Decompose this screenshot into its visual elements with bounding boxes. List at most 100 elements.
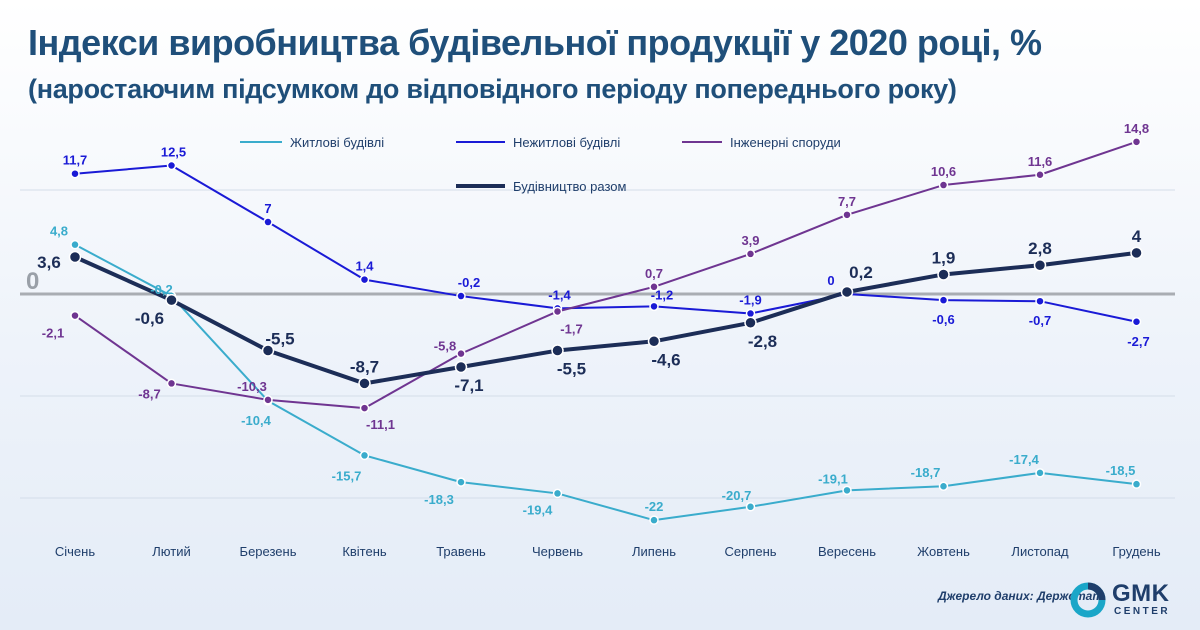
data-point (70, 168, 80, 179)
data-point (1130, 246, 1143, 260)
legend-label: Будівництво разом (513, 179, 626, 194)
logo-text: GMK (1112, 580, 1170, 607)
data-point (842, 485, 852, 496)
data-label: 3,9 (741, 233, 759, 248)
x-tick-label: Березень (240, 544, 297, 559)
data-point (1131, 317, 1142, 327)
data-label: -0,6 (135, 309, 164, 328)
data-label: -1,9 (739, 293, 761, 308)
data-label: 7 (264, 201, 271, 216)
chart-title: Індекси виробництва будівельної продукці… (28, 22, 1042, 63)
data-label: -15,7 (332, 468, 362, 483)
data-label: 2,8 (1028, 239, 1052, 258)
data-point (456, 291, 466, 301)
data-label: -1,4 (548, 287, 571, 302)
data-point (552, 306, 563, 317)
data-point (359, 274, 370, 285)
data-label: -11,1 (366, 417, 395, 432)
logo-ring-icon (1070, 582, 1106, 618)
data-label: -0,7 (1029, 313, 1051, 328)
data-point (359, 403, 370, 413)
x-tick-label: Липень (632, 544, 676, 559)
data-label: -4,6 (651, 350, 680, 369)
data-point (937, 268, 950, 281)
data-point (745, 249, 756, 259)
series-line (74, 164, 1138, 323)
data-label: -22 (645, 499, 664, 514)
data-point (456, 348, 466, 359)
data-label: -0,2 (150, 282, 172, 297)
data-point (842, 210, 852, 220)
data-label: 11,6 (1028, 154, 1053, 169)
data-label: -8,7 (138, 386, 160, 401)
data-label: -10,3 (237, 379, 267, 394)
data-label: -18,5 (1106, 463, 1136, 478)
series-line (74, 140, 1138, 410)
data-point (649, 515, 659, 525)
x-tick-label: Вересень (818, 544, 876, 559)
data-label: 1,4 (355, 259, 374, 274)
data-label: -19,4 (523, 502, 553, 517)
data-label: -18,7 (911, 465, 941, 480)
data-label: -1,7 (560, 321, 582, 336)
data-point (551, 344, 564, 357)
data-point (745, 502, 756, 512)
x-tick-label: Червень (532, 544, 583, 559)
data-label: -5,5 (557, 360, 586, 379)
data-point (263, 395, 273, 405)
x-tick-label: Серпень (724, 544, 776, 559)
x-tick-label: Січень (55, 544, 95, 559)
x-tick-label: Жовтень (917, 544, 970, 559)
data-label: 11,7 (63, 153, 88, 168)
logo-subtext: CENTER (1114, 606, 1171, 617)
data-label: 7,7 (838, 194, 856, 209)
data-label: -0,2 (458, 275, 480, 290)
data-point (454, 360, 468, 374)
legend-label: Інженерні споруди (730, 135, 841, 150)
data-point (745, 308, 756, 319)
data-point (263, 217, 273, 227)
data-label: 0,7 (645, 266, 663, 281)
data-label: 0 (827, 273, 834, 288)
data-label: 4 (1132, 227, 1142, 246)
data-label: -7,1 (454, 376, 483, 395)
x-tick-label: Квітень (342, 544, 387, 559)
legend-label: Нежитлові будівлі (513, 135, 620, 150)
data-point (1131, 137, 1142, 147)
data-label: -5,5 (265, 330, 294, 349)
data-point (358, 377, 371, 390)
data-label: -2,1 (42, 326, 64, 341)
data-label: -17,4 (1009, 452, 1039, 467)
data-label: -2,8 (748, 332, 777, 351)
data-point (1131, 479, 1142, 489)
data-label: -2,7 (1127, 334, 1149, 349)
data-label: 3,6 (37, 253, 61, 272)
data-label: -0,6 (932, 312, 954, 327)
data-point (938, 481, 949, 491)
data-point (1035, 468, 1045, 478)
data-label: -1,2 (651, 287, 673, 302)
x-tick-label: Листопад (1011, 544, 1069, 559)
data-label: -10,4 (241, 413, 271, 428)
chart-subtitle: (наростаючим підсумком до відповідного п… (28, 74, 957, 104)
data-label: 0,2 (849, 263, 873, 282)
series-line (74, 243, 1138, 522)
data-point (938, 295, 949, 305)
data-point (165, 293, 178, 307)
data-point (166, 378, 177, 389)
data-point (1035, 296, 1045, 306)
data-label: -8,7 (350, 357, 379, 376)
data-label: 14,8 (1124, 121, 1149, 136)
data-point (1033, 258, 1047, 272)
data-point (649, 301, 659, 312)
data-point (744, 316, 757, 330)
data-point (456, 477, 466, 487)
x-tick-label: Грудень (1112, 544, 1160, 559)
data-label: -5,8 (434, 339, 456, 354)
data-label: 12,5 (161, 145, 186, 160)
series-line (73, 250, 1139, 386)
data-label: -18,3 (424, 492, 454, 507)
data-point (70, 239, 80, 250)
gmk-center-logo: GMK CENTER (1068, 578, 1190, 622)
